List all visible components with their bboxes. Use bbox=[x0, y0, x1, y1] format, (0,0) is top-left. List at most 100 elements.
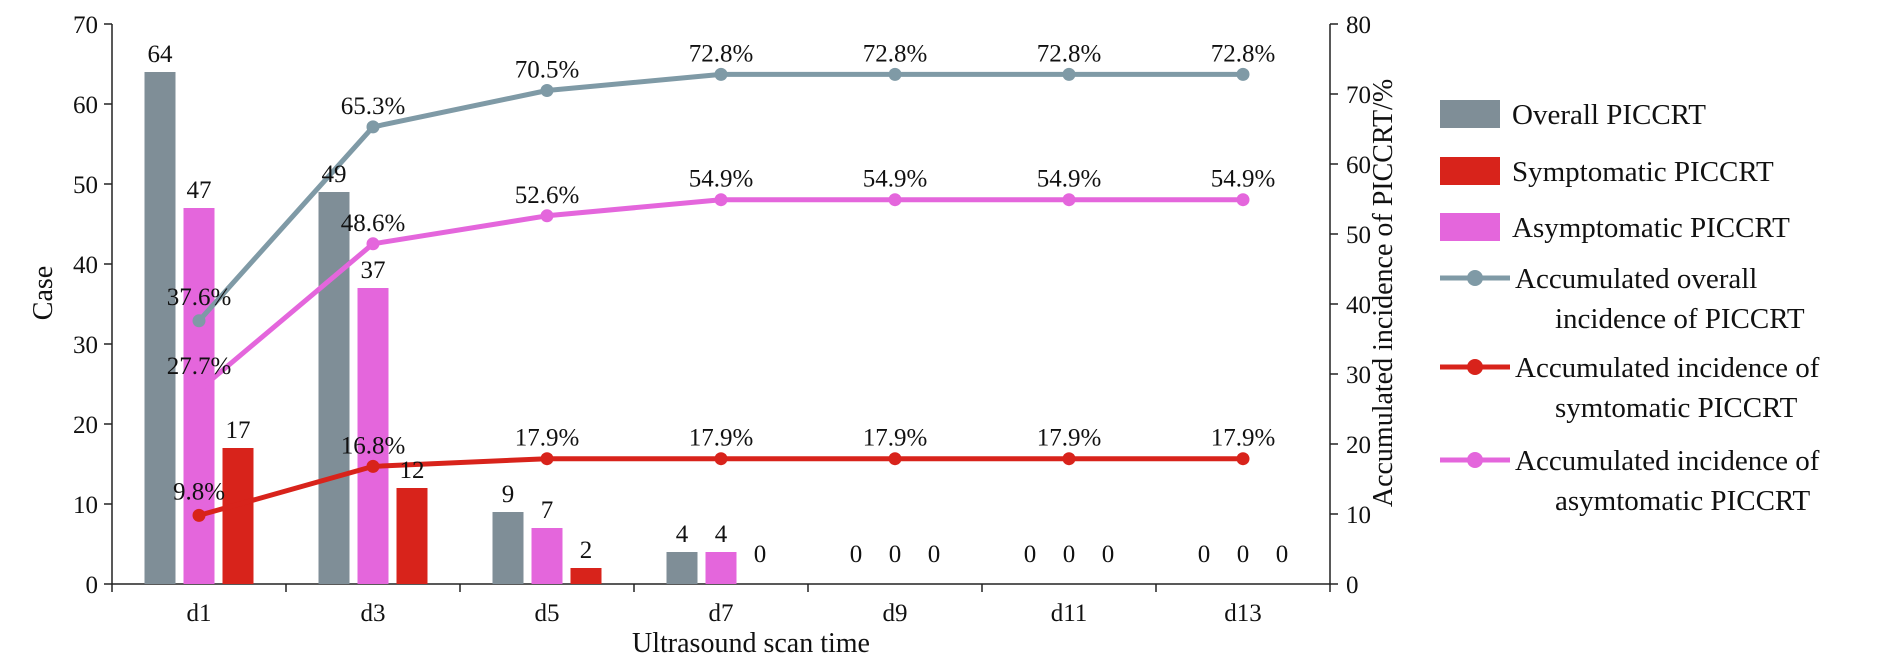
bar-value-label: 37 bbox=[361, 257, 386, 284]
line-value-label: 54.9% bbox=[1211, 166, 1276, 193]
legend-marker bbox=[1467, 452, 1483, 468]
bar-value-label: 0 bbox=[889, 541, 902, 568]
line-value-label: 72.8% bbox=[1211, 40, 1276, 67]
bar bbox=[531, 528, 563, 584]
line-value-label: 37.6% bbox=[167, 284, 232, 311]
y-tick-label: 50 bbox=[73, 172, 98, 199]
series-point bbox=[888, 452, 902, 466]
legend-label: Symptomatic PICCRT bbox=[1512, 156, 1774, 188]
series-point bbox=[1062, 67, 1076, 81]
bar bbox=[570, 568, 602, 584]
bar-value-label: 0 bbox=[754, 541, 767, 568]
line-value-label: 17.9% bbox=[689, 425, 754, 452]
legend-swatch bbox=[1440, 100, 1500, 128]
line-value-label: 17.9% bbox=[863, 425, 928, 452]
bar-value-label: 0 bbox=[1024, 541, 1037, 568]
legend-swatch bbox=[1440, 157, 1500, 185]
bar-value-label: 0 bbox=[850, 541, 863, 568]
legend-marker bbox=[1467, 270, 1483, 286]
bar bbox=[144, 72, 176, 584]
series-point bbox=[714, 452, 728, 466]
y2-tick-label: 70 bbox=[1346, 82, 1371, 109]
legend-label: asymtomatic PICCRT bbox=[1555, 485, 1811, 517]
legend-label: Asymptomatic PICCRT bbox=[1512, 212, 1790, 244]
line-value-label: 72.8% bbox=[863, 40, 928, 67]
bar bbox=[666, 552, 698, 584]
series-point bbox=[192, 508, 206, 522]
x-tick-label: d3 bbox=[361, 600, 386, 627]
line-value-label: 52.6% bbox=[515, 182, 580, 209]
bar bbox=[705, 552, 737, 584]
series-point bbox=[1062, 193, 1076, 207]
series-point bbox=[366, 459, 380, 473]
y-tick-label: 10 bbox=[73, 492, 98, 519]
series-point bbox=[1236, 452, 1250, 466]
bars bbox=[144, 72, 737, 584]
legend-label: Accumulated incidence of bbox=[1515, 352, 1820, 384]
series-point bbox=[540, 209, 554, 223]
line-value-label: 65.3% bbox=[341, 93, 406, 120]
line-value-label: 72.8% bbox=[1037, 40, 1102, 67]
line-value-label: 9.8% bbox=[173, 478, 225, 505]
legend-label: Accumulated overall bbox=[1515, 263, 1757, 295]
x-tick-label: d11 bbox=[1051, 600, 1088, 627]
line-value-label: 72.8% bbox=[689, 40, 754, 67]
series-point bbox=[1236, 193, 1250, 207]
bar-value-label: 4 bbox=[715, 521, 728, 548]
lines bbox=[192, 67, 1250, 522]
series-point bbox=[540, 452, 554, 466]
series-point bbox=[714, 193, 728, 207]
bar-value-label: 0 bbox=[1102, 541, 1115, 568]
line-value-label: 54.9% bbox=[689, 166, 754, 193]
legend-swatch bbox=[1440, 213, 1500, 241]
series-point bbox=[1236, 67, 1250, 81]
x-axis-title: Ultrasound scan time bbox=[632, 628, 870, 659]
legend-label: Overall PICCRT bbox=[1512, 99, 1706, 131]
series-point bbox=[714, 67, 728, 81]
bar-value-label: 7 bbox=[541, 497, 554, 524]
y-tick-label: 0 bbox=[86, 572, 99, 599]
series-point bbox=[192, 314, 206, 328]
line-value-label: 17.9% bbox=[1211, 425, 1276, 452]
series-line bbox=[198, 456, 1243, 518]
line-value-label: 17.9% bbox=[515, 425, 580, 452]
line-value-label: 17.9% bbox=[1037, 425, 1102, 452]
line-value-label: 16.8% bbox=[341, 432, 406, 459]
x-tick-label: d7 bbox=[709, 600, 734, 627]
bar-value-label: 9 bbox=[502, 481, 515, 508]
line-value-label: 70.5% bbox=[515, 57, 580, 84]
bar-value-label: 4 bbox=[676, 521, 689, 548]
line-value-label: 54.9% bbox=[863, 166, 928, 193]
line-value-label: 27.7% bbox=[167, 353, 232, 380]
line-value-label: 48.6% bbox=[341, 210, 406, 237]
legend-label: symtomatic PICCRT bbox=[1555, 392, 1798, 424]
bar bbox=[492, 512, 524, 584]
bar bbox=[357, 288, 389, 584]
y-tick-label: 60 bbox=[73, 92, 98, 119]
bar bbox=[222, 448, 254, 584]
y2-tick-label: 10 bbox=[1346, 502, 1371, 529]
bar-value-label: 12 bbox=[400, 457, 425, 484]
legend-label: Accumulated incidence of bbox=[1515, 445, 1820, 477]
bar-value-label: 64 bbox=[148, 41, 174, 68]
x-tick-label: d1 bbox=[187, 600, 212, 627]
bar-value-label: 0 bbox=[1237, 541, 1250, 568]
bar bbox=[396, 488, 428, 584]
legend-label: incidence of PICCRT bbox=[1555, 303, 1805, 335]
bar-value-label: 17 bbox=[226, 417, 251, 444]
y-tick-label: 20 bbox=[73, 412, 98, 439]
bar-value-label: 49 bbox=[322, 161, 347, 188]
bar-value-label: 0 bbox=[1063, 541, 1076, 568]
series-point bbox=[888, 193, 902, 207]
y2-tick-label: 40 bbox=[1346, 292, 1371, 319]
y-tick-label: 40 bbox=[73, 252, 98, 279]
bar-value-label: 0 bbox=[1276, 541, 1289, 568]
y2-tick-label: 60 bbox=[1346, 152, 1371, 179]
series-point bbox=[366, 120, 380, 134]
y2-axis-title: Accumulated incidence of PICCRT/% bbox=[1368, 79, 1399, 507]
legend: Overall PICCRT Symptomatic PICCRT Asymptom… bbox=[1440, 99, 1820, 517]
bar bbox=[318, 192, 350, 584]
